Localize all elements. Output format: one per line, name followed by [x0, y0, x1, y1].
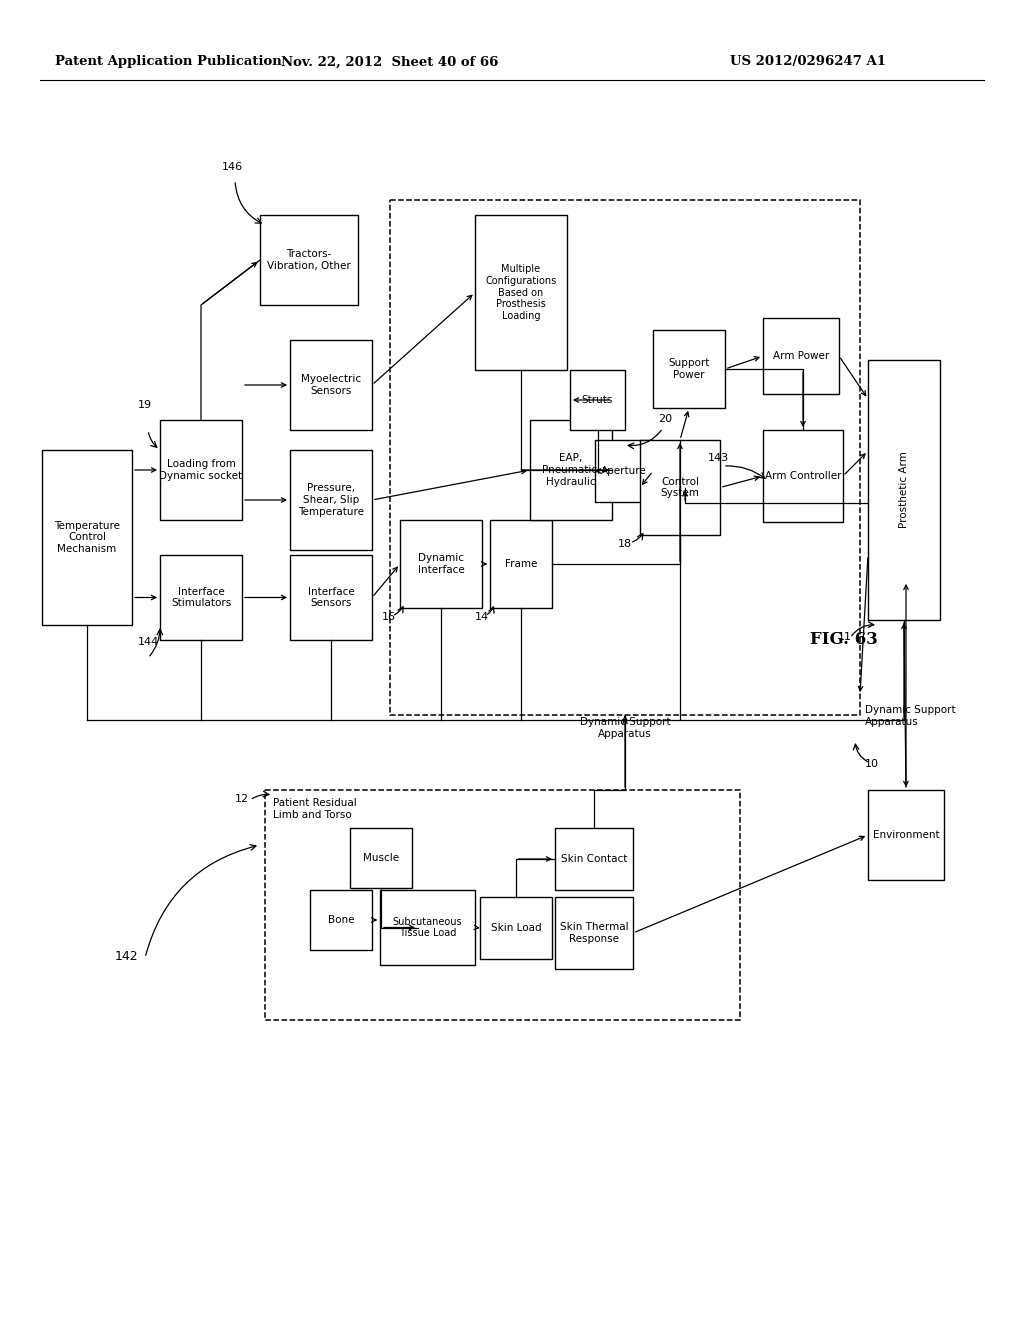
Text: 18: 18 — [618, 539, 632, 549]
Text: 20: 20 — [658, 414, 672, 424]
Text: 10: 10 — [865, 759, 879, 770]
Bar — [555, 898, 633, 969]
Text: 143: 143 — [708, 453, 729, 463]
Bar — [260, 215, 358, 305]
Bar — [555, 828, 633, 890]
Bar — [290, 450, 372, 550]
Bar — [595, 440, 653, 502]
Text: 146: 146 — [222, 162, 243, 172]
Bar — [480, 898, 552, 960]
Text: Dynamic Support
Apparatus: Dynamic Support Apparatus — [865, 705, 955, 726]
Text: Temperature
Control
Mechanism: Temperature Control Mechanism — [54, 521, 120, 554]
Bar — [265, 789, 740, 1020]
Text: Bone: Bone — [328, 915, 354, 925]
Text: Nov. 22, 2012  Sheet 40 of 66: Nov. 22, 2012 Sheet 40 of 66 — [282, 55, 499, 69]
Text: US 2012/0296247 A1: US 2012/0296247 A1 — [730, 55, 886, 69]
Text: Muscle: Muscle — [362, 853, 399, 863]
Bar — [868, 789, 944, 880]
Text: Skin Contact: Skin Contact — [561, 854, 627, 865]
Text: Interface
Stimulators: Interface Stimulators — [171, 586, 231, 609]
Text: Patent Application Publication: Patent Application Publication — [55, 55, 282, 69]
Text: 16: 16 — [382, 612, 396, 622]
Text: Subcutaneous
Tissue Load: Subcutaneous Tissue Load — [392, 916, 462, 939]
Bar — [390, 201, 860, 715]
Text: EAP,
Pneumatic,
Hydraulic: EAP, Pneumatic, Hydraulic — [542, 453, 600, 487]
Bar — [42, 450, 132, 624]
Bar — [290, 341, 372, 430]
Text: Arm Controller: Arm Controller — [765, 471, 842, 480]
Bar — [160, 554, 242, 640]
Bar — [350, 828, 412, 888]
Text: Interface
Sensors: Interface Sensors — [307, 586, 354, 609]
Text: Loading from
Dynamic socket: Loading from Dynamic socket — [160, 459, 243, 480]
Text: Skin Thermal
Response: Skin Thermal Response — [560, 923, 629, 944]
Bar — [763, 430, 843, 521]
Bar — [868, 360, 940, 620]
Bar — [570, 370, 625, 430]
Bar — [763, 318, 839, 393]
Text: Arm Power: Arm Power — [773, 351, 829, 360]
Text: Tractors-
Vibration, Other: Tractors- Vibration, Other — [267, 249, 351, 271]
Text: Prosthetic Arm: Prosthetic Arm — [899, 451, 909, 528]
Text: Aperture: Aperture — [601, 466, 647, 477]
Text: Skin Load: Skin Load — [490, 923, 542, 933]
Text: 19: 19 — [138, 400, 153, 411]
Bar — [290, 554, 372, 640]
Bar — [490, 520, 552, 609]
Text: Control
System: Control System — [660, 477, 699, 498]
Text: 144: 144 — [138, 638, 160, 647]
Bar — [475, 215, 567, 370]
Text: 12: 12 — [234, 795, 249, 804]
Text: Dynamic Support
Apparatus: Dynamic Support Apparatus — [580, 717, 671, 739]
Bar — [653, 330, 725, 408]
Bar — [380, 890, 475, 965]
Text: 14: 14 — [475, 612, 489, 622]
Bar — [530, 420, 612, 520]
Text: Support
Power: Support Power — [669, 358, 710, 380]
Text: Struts: Struts — [582, 395, 613, 405]
Bar — [640, 440, 720, 535]
Bar — [160, 420, 242, 520]
Text: Pressure,
Shear, Slip
Temperature: Pressure, Shear, Slip Temperature — [298, 483, 364, 516]
Text: 142: 142 — [115, 950, 138, 964]
Bar — [400, 520, 482, 609]
Text: Multiple
Configurations
Based on
Prosthesis
Loading: Multiple Configurations Based on Prosthe… — [485, 264, 557, 321]
Text: Patient Residual
Limb and Torso: Patient Residual Limb and Torso — [273, 799, 356, 820]
Bar — [310, 890, 372, 950]
Text: Frame: Frame — [505, 558, 538, 569]
Text: Dynamic
Interface: Dynamic Interface — [418, 553, 464, 574]
Text: Environment: Environment — [872, 830, 939, 840]
Text: Myoelectric
Sensors: Myoelectric Sensors — [301, 374, 361, 396]
Text: 11: 11 — [838, 632, 852, 642]
Text: FIG. 63: FIG. 63 — [810, 631, 878, 648]
